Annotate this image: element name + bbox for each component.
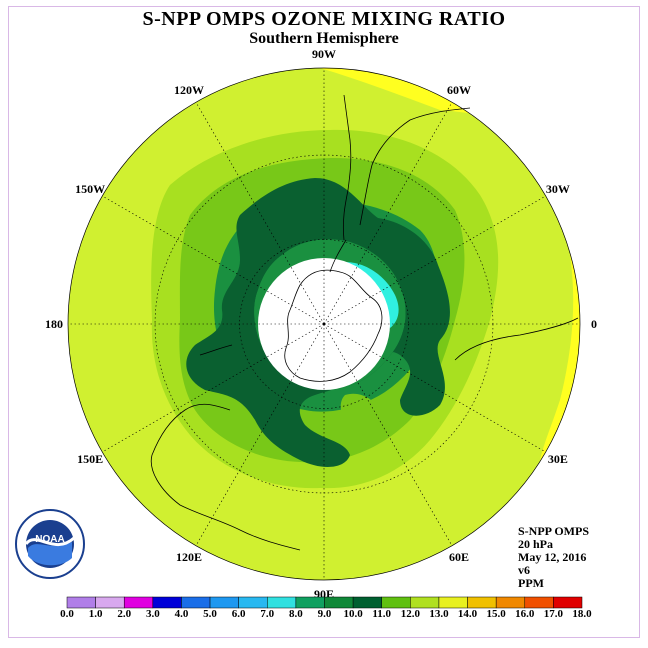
map-subtitle: Southern Hemisphere [249, 30, 399, 47]
meridian-line [195, 102, 325, 325]
info-date: May 12, 2016 [518, 550, 587, 564]
graticule [68, 68, 580, 580]
latitude-circle [154, 154, 494, 494]
ozone-field [68, 68, 580, 580]
longitude-label: 150E [77, 451, 104, 466]
longitude-label: 60W [447, 82, 471, 97]
longitude-label: 30W [545, 181, 570, 196]
colorbar-tick-label: 0.0 [60, 608, 74, 620]
colorbar-tick-label: 9.0 [317, 608, 332, 620]
meridian-line [102, 195, 325, 325]
colorbar-tick-label: 12.0 [400, 608, 420, 620]
meridian-line [323, 323, 546, 453]
antarctic-peninsula [329, 239, 347, 273]
field-8-9 [186, 178, 450, 467]
info-version: v6 [518, 563, 530, 577]
info-instrument: S-NPP OMPS [518, 524, 589, 538]
colorbar-tick-label: 14.0 [457, 608, 478, 620]
colorbar-tick-label: 2.0 [117, 608, 132, 620]
new-zealand-coast [199, 344, 233, 356]
south-pole-marker [322, 322, 326, 326]
africa-coast [454, 317, 579, 361]
longitude-label: 150W [75, 181, 106, 196]
colorbar-tick-label: 6.0 [231, 608, 246, 620]
colorbar-tick-label: 13.0 [429, 608, 449, 620]
latitude-circle [239, 239, 409, 409]
south-america-coast [342, 94, 471, 241]
meridian-line [195, 323, 325, 546]
map-boundary [67, 67, 581, 581]
colorbar-tick-label: 8.0 [289, 608, 303, 620]
colorbar-tick-label: 10.0 [343, 608, 363, 620]
australia-coast [150, 403, 301, 551]
colorbar-tick-label: 5.0 [203, 608, 217, 620]
longitude-label: 90W [312, 46, 336, 61]
meridian-line [323, 102, 453, 325]
colorbar-tick-label: 3.0 [145, 608, 160, 620]
colorbar-tick-label: 11.0 [372, 608, 392, 620]
colorbar-tick-label: 15.0 [486, 608, 506, 620]
field-10-11-pocket [340, 393, 380, 431]
image-frame [8, 6, 640, 638]
info-units: PPM [518, 576, 544, 590]
colorbar-tick-label: 4.0 [174, 608, 189, 620]
longitude-label: 120E [176, 550, 203, 565]
longitude-label: 180 [45, 316, 63, 331]
colorbar-tick-label: 17.0 [543, 608, 563, 620]
map-title: S-NPP OMPS OZONE MIXING RATIO [142, 8, 506, 30]
antarctica-coast [284, 269, 383, 382]
coastlines [150, 94, 579, 551]
longitude-label: 120W [174, 82, 204, 97]
colorbar-tick-label: 7.0 [260, 608, 275, 620]
longitude-label: 60E [449, 550, 470, 565]
colorbar-tick-label: 16.0 [515, 608, 535, 620]
longitude-label: 30E [547, 451, 568, 466]
meridian-line [323, 195, 546, 325]
colorbar-tick-label: 1.0 [88, 608, 103, 620]
meridian-line [102, 323, 325, 453]
noaa-logo: NOAA [15, 509, 85, 579]
meridian-line [323, 323, 453, 546]
longitude-label: 0 [591, 316, 597, 331]
logo-text: NOAA [35, 534, 64, 545]
info-block: S-NPP OMPS 20 hPa May 12, 2016 v6 PPM [518, 525, 589, 590]
colorbar-tick-label: 18.0 [572, 608, 592, 620]
longitude-label: 90E [314, 586, 335, 601]
info-level: 20 hPa [518, 537, 554, 551]
